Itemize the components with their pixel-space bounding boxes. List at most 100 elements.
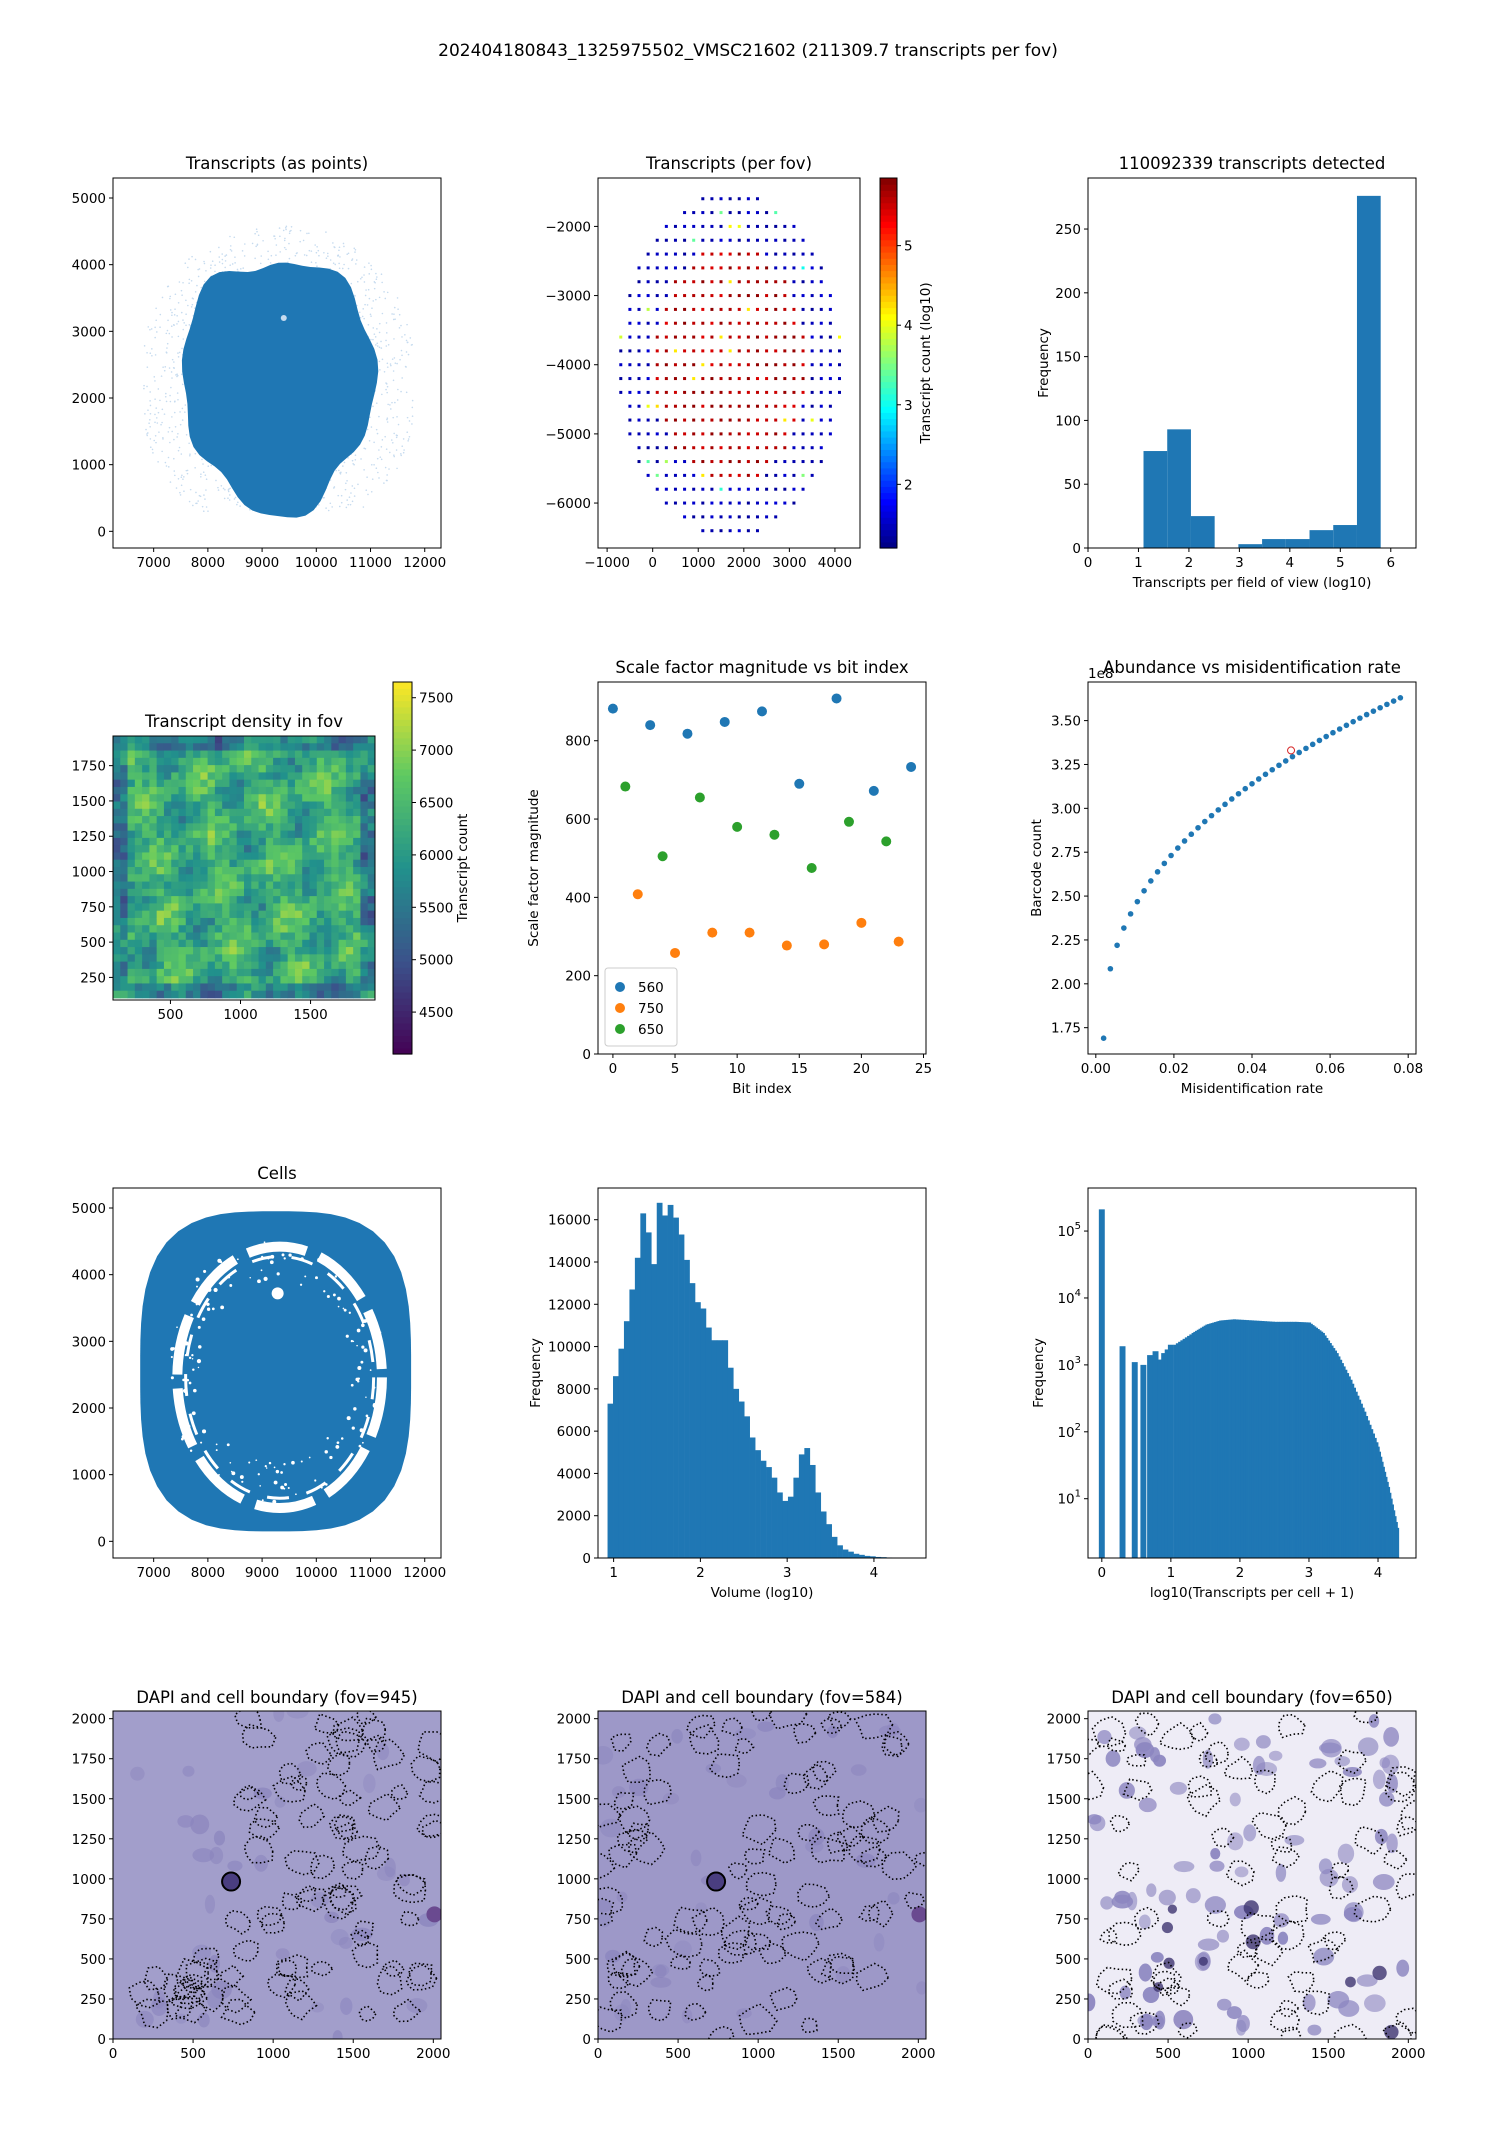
density-cell xyxy=(214,917,223,926)
fov-point xyxy=(719,460,723,464)
density-cell xyxy=(149,961,158,970)
fov-point xyxy=(837,349,841,353)
sparse-point xyxy=(157,411,160,414)
fov-point xyxy=(664,294,668,298)
density-cell xyxy=(331,750,340,759)
y-tick-label: 750 xyxy=(1055,1912,1081,1928)
colorbar-segment xyxy=(880,208,897,216)
density-cell xyxy=(171,765,179,773)
nucleus xyxy=(1310,1913,1331,1925)
panel-title: Transcript density in fov xyxy=(144,712,343,731)
cell-gap-dot xyxy=(196,1285,198,1288)
density-cell xyxy=(309,910,318,919)
density-cell xyxy=(360,976,369,984)
cell-count-bar xyxy=(1226,1319,1229,1558)
y-tick-label: 250 xyxy=(80,1992,106,2008)
series-560-point xyxy=(719,716,730,727)
cell-gap-dot xyxy=(230,1470,233,1473)
density-cell xyxy=(113,888,121,897)
x-tick-label: 500 xyxy=(665,2046,691,2062)
density-cell xyxy=(280,932,289,941)
nucleus xyxy=(1356,1974,1378,1987)
sparse-point xyxy=(354,295,356,297)
fov-point xyxy=(774,335,778,339)
fov-point xyxy=(737,280,741,284)
density-cell xyxy=(367,779,375,788)
colorbar-segment xyxy=(880,529,897,537)
sparse-point xyxy=(295,252,298,255)
density-cell xyxy=(360,990,369,999)
density-cell xyxy=(244,881,252,890)
fov-point xyxy=(637,377,641,381)
cell-boundary xyxy=(1107,1737,1127,1752)
sparse-point xyxy=(337,494,340,497)
y-tick-label: −5000 xyxy=(545,427,591,443)
sparse-point xyxy=(380,340,382,343)
fov-point xyxy=(637,307,641,311)
sparse-point xyxy=(154,398,156,400)
fov-point xyxy=(774,307,778,311)
density-cell xyxy=(127,910,136,919)
density-cell xyxy=(244,736,252,744)
cell-count-bar xyxy=(1355,1391,1358,1558)
fov-point xyxy=(719,321,723,325)
sparse-point xyxy=(178,281,181,283)
y-tick-label: 1500 xyxy=(72,1792,106,1808)
cell-count-bar xyxy=(1397,1527,1400,1558)
density-cell xyxy=(360,903,369,912)
density-cell xyxy=(309,932,318,941)
abundance-point xyxy=(1121,925,1127,931)
sparse-point xyxy=(165,351,168,353)
volume-bar xyxy=(667,1204,674,1558)
density-cell xyxy=(251,845,259,853)
volume-bar xyxy=(837,1545,843,1558)
cell-boundary xyxy=(355,1711,377,1726)
density-cell xyxy=(222,947,230,955)
cell-boundary xyxy=(341,1835,381,1863)
density-cell xyxy=(324,881,332,890)
hist-bar xyxy=(1190,516,1215,548)
density-cell xyxy=(222,786,230,795)
sparse-point xyxy=(159,399,161,402)
sparse-point xyxy=(185,324,187,327)
density-cell xyxy=(294,954,303,963)
sparse-point xyxy=(360,458,362,460)
cell-gap-center xyxy=(271,1287,284,1300)
abundance-point xyxy=(1370,708,1377,714)
fov-point xyxy=(719,404,723,408)
fov-point xyxy=(701,501,705,505)
sparse-point xyxy=(182,478,184,480)
density-cell xyxy=(244,786,252,795)
sparse-point xyxy=(379,456,382,458)
density-cell xyxy=(273,881,281,890)
fov-point xyxy=(810,390,814,394)
sparse-point xyxy=(368,439,371,442)
sparse-point xyxy=(354,459,357,461)
density-cell xyxy=(345,976,354,984)
fov-point xyxy=(655,307,659,311)
sparse-point xyxy=(372,338,374,341)
y-tick-label: 800 xyxy=(565,734,591,750)
density-cell xyxy=(149,837,158,846)
colorbar-segment xyxy=(393,1035,412,1043)
fov-point xyxy=(737,418,741,422)
sparse-point xyxy=(188,278,191,281)
cell-count-bar xyxy=(1315,1327,1318,1558)
series-560-point xyxy=(831,693,842,704)
fov-point xyxy=(746,321,750,325)
fov-point xyxy=(701,266,705,270)
density-cell xyxy=(273,939,281,948)
cell-boundary xyxy=(611,1952,637,1977)
cell-count-bar xyxy=(1175,1343,1179,1558)
colorbar-segment xyxy=(880,344,897,352)
density-cell xyxy=(338,750,347,759)
sparse-point xyxy=(315,261,317,264)
cell-boundary xyxy=(173,1995,208,2024)
density-cell xyxy=(236,896,245,904)
abundance-point xyxy=(1228,796,1235,802)
density-cell xyxy=(134,786,143,795)
density-cell xyxy=(287,896,296,904)
sparse-point xyxy=(346,253,348,255)
cell-boundary xyxy=(350,1929,369,1947)
cell-count-bar xyxy=(1353,1387,1356,1558)
